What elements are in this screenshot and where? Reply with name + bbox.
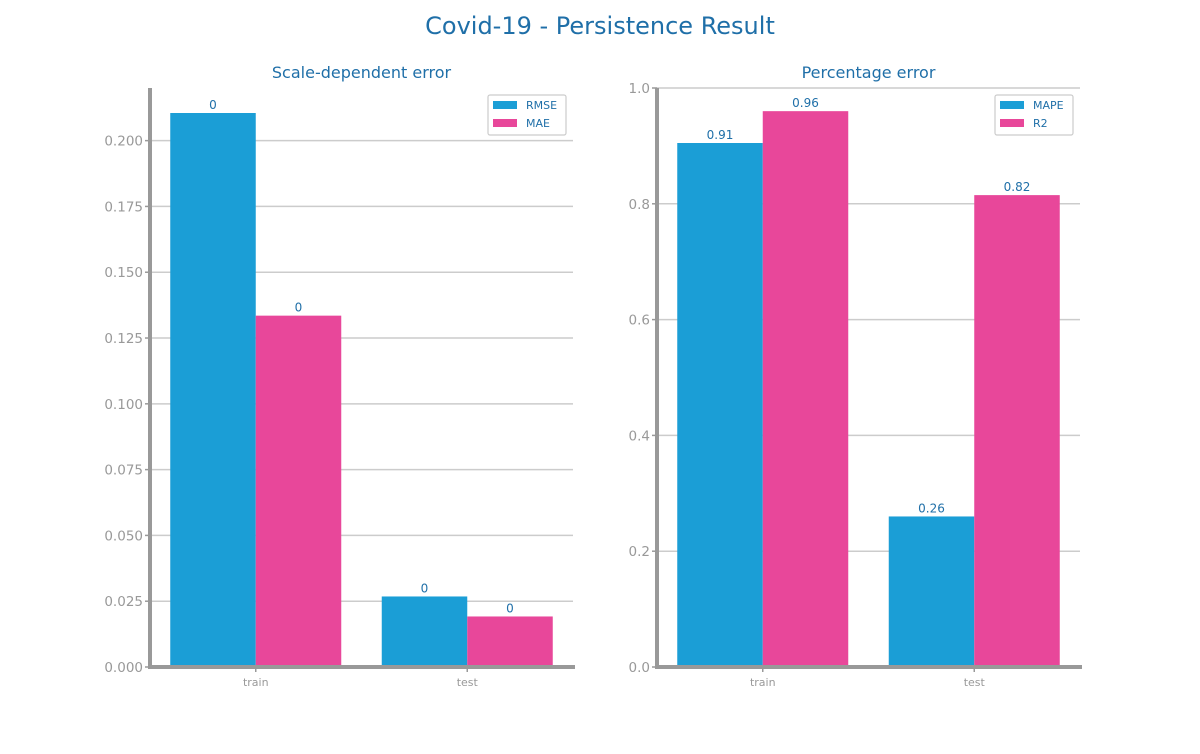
y-tick-label: 0.150	[104, 265, 143, 281]
y-tick-label: 1.0	[629, 81, 650, 97]
y-tick-label: 0.200	[104, 134, 143, 150]
legend-swatch-rmse	[493, 101, 517, 109]
x-tick-label: train	[750, 676, 776, 689]
y-tick-label: 0.075	[104, 463, 143, 479]
x-tick-label: train	[243, 676, 269, 689]
chart-panel-2: Percentage error 0.0 0.2 0.4 0.6 0.8 1.0 0.91 0.…	[629, 63, 1082, 689]
y-tick-label: 0.000	[104, 660, 143, 676]
bar-value-label: 0	[506, 601, 514, 615]
bar-mae-test	[467, 616, 553, 667]
bar-r2-test	[974, 195, 1060, 668]
charts-group: Scale-dependent error0.0000.0250.0500.07…	[104, 63, 1082, 689]
figure-title: Covid-19 - Persistence Result	[425, 12, 775, 40]
y-tick-label: 0.025	[104, 594, 143, 610]
chart-title: Percentage error	[802, 63, 936, 82]
legend-label-r2: R2	[1033, 117, 1048, 130]
bar-mape-train	[677, 143, 763, 667]
legend-label-mae: MAE	[526, 117, 550, 130]
y-tick-label: 0.175	[104, 199, 143, 215]
legend-label-rmse: RMSE	[526, 99, 557, 112]
chart-panel-1: Scale-dependent error 0.000 0.025 0.050 0.07…	[104, 63, 575, 689]
y-tick-label: 0.8	[629, 197, 650, 213]
bar-rmse-test	[381, 596, 468, 667]
y-tick-label: 0.4	[629, 428, 650, 444]
legend: MAPE R2	[994, 94, 1074, 136]
bar-value-label: 0.91	[707, 128, 734, 142]
y-tick-label: 0.6	[629, 313, 650, 329]
bar-rmse-train	[170, 113, 256, 668]
bar-value-label: 0.82	[1004, 180, 1031, 194]
x-tick-label: test	[964, 676, 986, 689]
bar-mae-train	[255, 315, 342, 667]
bar-value-label: 0	[295, 301, 303, 315]
legend-swatch-mape	[1000, 101, 1024, 109]
legend-label-mape: MAPE	[1033, 99, 1064, 112]
bar-value-label: 0.26	[918, 501, 945, 515]
y-tick-label: 0.125	[104, 331, 143, 347]
legend-swatch-mae	[493, 119, 517, 127]
bar-value-label: 0	[209, 98, 217, 112]
legend: RMSE MAE	[487, 94, 567, 136]
x-tick-label: test	[457, 676, 479, 689]
legend-swatch-r2	[1000, 119, 1024, 127]
y-tick-label: 0.100	[104, 397, 143, 413]
bar-mape-test	[888, 516, 975, 667]
y-tick-label: 0.050	[104, 528, 143, 544]
bar-value-label: 0.96	[792, 96, 819, 110]
bar-r2-train	[762, 111, 849, 667]
bar-value-label: 0	[421, 581, 429, 595]
chart-title: Scale-dependent error	[272, 63, 452, 82]
y-tick-label: 0.2	[629, 544, 650, 560]
y-tick-label: 0.0	[629, 660, 650, 676]
